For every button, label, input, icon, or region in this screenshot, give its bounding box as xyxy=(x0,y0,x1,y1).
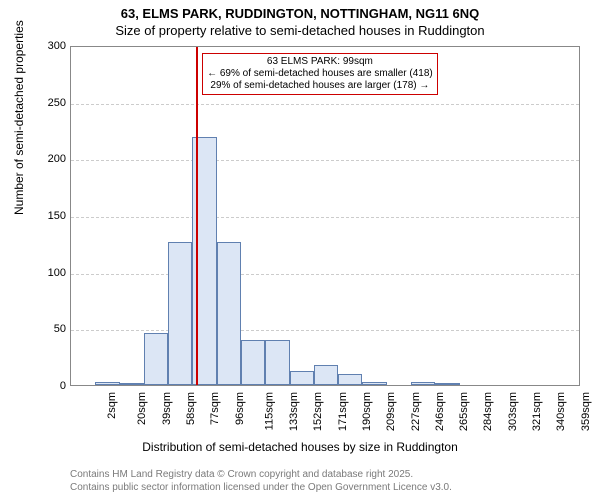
gridline xyxy=(71,217,579,218)
histogram-bar xyxy=(95,382,119,385)
x-axis-label: Distribution of semi-detached houses by … xyxy=(0,440,600,454)
histogram-bar xyxy=(265,340,289,385)
gridline xyxy=(71,330,579,331)
x-tick-label: 284sqm xyxy=(483,392,495,431)
histogram-bar xyxy=(435,383,459,385)
histogram-bar xyxy=(411,382,435,385)
x-tick-label: 246sqm xyxy=(434,392,446,431)
y-axis-label: Number of semi-detached properties xyxy=(12,20,26,215)
x-tick-label: 133sqm xyxy=(288,392,300,431)
histogram-bar xyxy=(338,374,362,385)
x-tick-label: 340sqm xyxy=(555,392,567,431)
x-tick-label: 171sqm xyxy=(337,392,349,431)
y-tick-label: 50 xyxy=(34,323,66,335)
x-tick-label: 359sqm xyxy=(580,392,592,431)
histogram-bar xyxy=(217,242,241,385)
y-tick-label: 250 xyxy=(34,97,66,109)
x-tick-label: 190sqm xyxy=(361,392,373,431)
histogram-bar xyxy=(241,340,265,385)
y-tick-label: 300 xyxy=(34,40,66,52)
x-tick-label: 58sqm xyxy=(185,392,197,425)
histogram-bar xyxy=(290,371,314,385)
x-tick-label: 209sqm xyxy=(385,392,397,431)
annotation-line: ← 69% of semi-detached houses are smalle… xyxy=(207,68,433,80)
subject-marker-line xyxy=(196,47,198,385)
x-tick-label: 96sqm xyxy=(234,392,246,425)
histogram-bar xyxy=(314,365,338,385)
x-tick-label: 152sqm xyxy=(313,392,325,431)
x-tick-label: 321sqm xyxy=(531,392,543,431)
histogram-bar xyxy=(168,242,192,385)
x-tick-label: 115sqm xyxy=(263,392,275,430)
chart-title-block: 63, ELMS PARK, RUDDINGTON, NOTTINGHAM, N… xyxy=(0,6,600,38)
x-tick-label: 39sqm xyxy=(161,392,173,425)
annotation-line: 63 ELMS PARK: 99sqm xyxy=(207,56,433,68)
y-tick-label: 100 xyxy=(34,267,66,279)
histogram-plot: 63 ELMS PARK: 99sqm← 69% of semi-detache… xyxy=(70,46,580,386)
x-tick-label: 265sqm xyxy=(458,392,470,431)
x-tick-label: 303sqm xyxy=(507,392,519,431)
histogram-bar xyxy=(120,383,144,385)
chart-title-line2: Size of property relative to semi-detach… xyxy=(0,23,600,38)
gridline xyxy=(71,104,579,105)
y-tick-label: 200 xyxy=(34,153,66,165)
annotation-line: 29% of semi-detached houses are larger (… xyxy=(207,80,433,92)
x-tick-label: 77sqm xyxy=(209,392,221,425)
footer-line1: Contains HM Land Registry data © Crown c… xyxy=(70,469,452,482)
histogram-bar xyxy=(362,382,386,385)
x-tick-label: 20sqm xyxy=(136,392,148,425)
x-tick-label: 2sqm xyxy=(106,392,118,419)
chart-title-line1: 63, ELMS PARK, RUDDINGTON, NOTTINGHAM, N… xyxy=(0,6,600,21)
footer-line2: Contains public sector information licen… xyxy=(70,482,452,495)
footer-attribution: Contains HM Land Registry data © Crown c… xyxy=(70,469,452,494)
gridline xyxy=(71,274,579,275)
y-tick-label: 0 xyxy=(34,380,66,392)
y-tick-label: 150 xyxy=(34,210,66,222)
histogram-bar xyxy=(144,333,168,385)
x-tick-label: 227sqm xyxy=(410,392,422,431)
annotation-box: 63 ELMS PARK: 99sqm← 69% of semi-detache… xyxy=(202,53,438,95)
gridline xyxy=(71,160,579,161)
